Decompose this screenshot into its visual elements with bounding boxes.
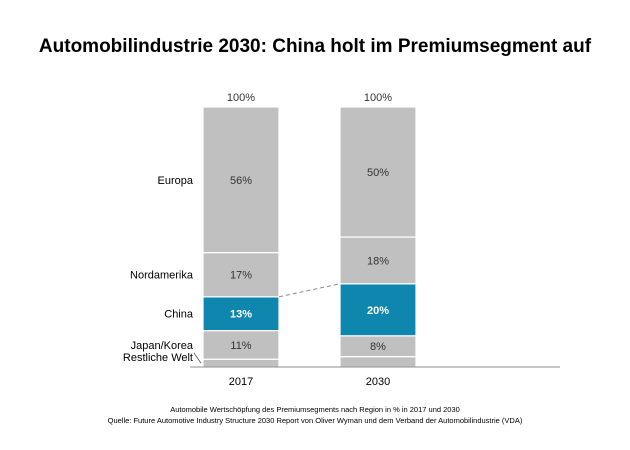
total-label-2030: 100% [364,92,392,104]
footnote-source: Quelle: Future Automotive Industry Struc… [108,416,523,425]
data-label-china-2030: 20% [367,305,389,317]
data-label-europa-2017: 56% [230,175,252,187]
data-label-nordamerika-2030: 18% [367,255,389,267]
labels-group: 11% 13% 17% 56% 100% 2017 8% 20% 18% 50% 100% 2030 R… [123,92,392,388]
series-label-restliche-welt: Restliche Welt [123,352,193,364]
bar-china-2017 [202,296,280,332]
series-label-nordamerika: Nordamerika [130,270,194,282]
series-label-europa: Europa [158,175,194,187]
bar-europa-2030 [339,106,417,238]
bar-japan-korea-2017 [202,330,280,360]
data-label-nordamerika-2017: 17% [230,270,252,282]
data-label-europa-2030: 50% [367,167,389,179]
data-label-japan-korea-2030: 8% [370,341,386,353]
data-label-china-2017: 13% [230,309,252,321]
bar-restliche-welt-2030 [339,356,417,368]
bar-restliche-welt-2017 [202,358,280,368]
series-label-japan-korea: Japan/Korea [131,340,194,352]
bar-nordamerika-2030 [339,236,417,285]
total-label-2017: 100% [227,92,255,104]
series-label-china: China [164,309,194,321]
footnote-description: Automobile Wertschöpfung des Premiumsegm… [170,405,460,414]
bars-group [202,106,417,368]
category-label-2030: 2030 [366,376,390,388]
bar-europa-2017 [202,106,280,254]
data-label-japan-korea-2017: 11% [230,340,251,352]
bar-china-2030 [339,283,417,337]
leader-line-restliche-welt [193,352,202,364]
chart-title: Automobilindustrie 2030: China holt im P… [39,36,592,57]
connector-china [278,283,341,298]
category-label-2017: 2017 [229,376,253,388]
